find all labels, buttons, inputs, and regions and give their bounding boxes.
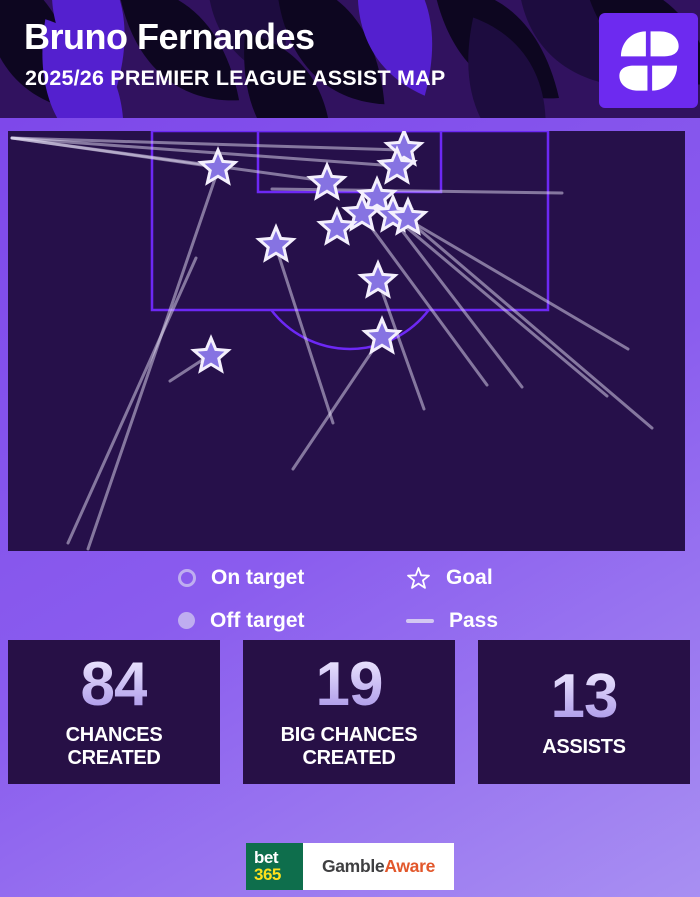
legend-label-goal: Goal xyxy=(446,565,493,589)
bet365-bet-text: bet xyxy=(254,848,279,868)
legend-label-on-target: On target xyxy=(211,565,305,589)
stat-label: BIG CHANCES CREATED xyxy=(280,724,418,769)
legend-label-off-target: Off target xyxy=(210,608,305,632)
gamble-text: Gamble xyxy=(321,856,385,876)
legend-item-pass: Pass xyxy=(406,609,498,633)
stat-value: 84 xyxy=(80,650,149,719)
bet365-logo: bet 365 xyxy=(246,843,303,890)
page-title: Bruno Fernandes xyxy=(24,16,315,57)
stat-card-assists: 13 ASSISTS xyxy=(478,640,690,784)
squawka-logo xyxy=(599,13,698,108)
legend-item-goal: Goal xyxy=(406,566,498,590)
legend-item-off-target: Off target xyxy=(178,609,406,633)
aware-text: Aware xyxy=(384,856,436,876)
legend-label-pass: Pass xyxy=(449,608,499,632)
stat-card-big-chances-created: 19 BIG CHANCES CREATED xyxy=(243,640,455,784)
bet365-365-text: 365 xyxy=(254,864,281,884)
stat-value: 19 xyxy=(315,650,384,719)
footer-partners: bet 365 Gamble Aware xyxy=(246,843,454,890)
stat-card-chances-created: 84 CHANCES CREATED xyxy=(8,640,220,784)
squawka-s-icon xyxy=(618,30,679,91)
page-subtitle: 2025/26 PREMIER LEAGUE ASSIST MAP xyxy=(25,66,446,90)
stat-label: ASSISTS xyxy=(542,735,626,758)
gambleaware-logo: Gamble Aware xyxy=(303,843,454,890)
off-target-dot-icon xyxy=(178,612,195,629)
header: Bruno Fernandes 2025/26 PREMIER LEAGUE A… xyxy=(0,0,700,118)
on-target-ring-icon xyxy=(178,568,196,587)
pass-dash-icon xyxy=(406,618,434,623)
stat-label: CHANCES CREATED xyxy=(65,724,163,769)
stat-value: 13 xyxy=(550,661,619,731)
legend-item-on-target: On target xyxy=(178,566,406,590)
stats-row: 84 CHANCES CREATED 19 BIG CHANCES CREATE… xyxy=(8,640,692,784)
pitch-map xyxy=(8,131,685,551)
legend: On target Goal Off target Pass xyxy=(178,556,498,642)
goal-star-icon xyxy=(406,566,431,590)
